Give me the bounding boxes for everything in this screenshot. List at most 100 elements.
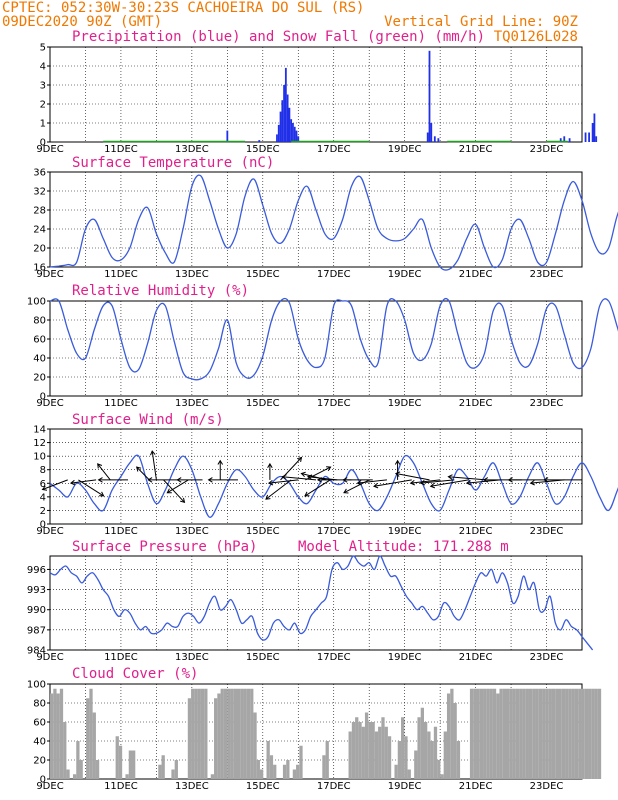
cloud-bar — [384, 726, 388, 779]
rh-ytick-label: 20 — [33, 373, 46, 384]
cloud-bar — [440, 774, 444, 779]
wind-ytick-label: 4 — [40, 492, 46, 503]
temp-ytick-label: 32 — [33, 187, 46, 198]
wind-vector — [304, 479, 331, 497]
rh-series-line — [49, 297, 618, 381]
cloud-bar — [574, 688, 579, 779]
cloud-bar — [56, 693, 60, 779]
wind-vector — [163, 479, 185, 503]
cloud-bar — [594, 688, 598, 779]
temp-xtick-label: 9DEC — [36, 269, 63, 280]
wind-vector-head — [342, 477, 348, 483]
cloud-xtick-label: 13DEC — [175, 781, 209, 792]
rh-xtick-label: 21DEC — [459, 398, 493, 409]
press-series-line — [49, 555, 594, 651]
cloud-bar — [548, 688, 552, 779]
cloud-ytick-label: 80 — [33, 699, 46, 710]
wind-vector-head — [166, 488, 172, 494]
cloud-bar — [348, 731, 352, 779]
precip-bar — [437, 138, 440, 142]
precip-xtick-label: 19DEC — [388, 144, 422, 155]
cloud-bar — [253, 712, 257, 779]
wind-vector — [410, 479, 441, 484]
wind-vector-head — [326, 466, 332, 472]
precip-xtick-label: 9DEC — [36, 144, 63, 155]
wind-vector-head — [147, 477, 153, 483]
cloud-bar — [66, 769, 70, 779]
cloud-bar — [364, 712, 369, 779]
wind-vector — [78, 479, 104, 497]
cloud-bar — [246, 688, 251, 779]
precip-xtick-label: 15DEC — [246, 144, 280, 155]
cloud-bar — [250, 688, 254, 779]
cloud-bar — [214, 698, 218, 779]
cloud-xtick-label: 19DEC — [388, 781, 422, 792]
cloud-bar — [89, 688, 93, 779]
cloud-xtick-label: 21DEC — [459, 781, 493, 792]
cloud-bar — [95, 760, 100, 779]
precip-bar — [295, 130, 298, 142]
temp-xtick-label: 19DEC — [388, 269, 422, 280]
cloud-bar — [355, 717, 359, 779]
cloud-bar — [597, 688, 602, 779]
rh-xtick-label: 13DEC — [175, 398, 209, 409]
cloud-bar — [204, 688, 208, 779]
press-xtick-label: 19DEC — [388, 652, 422, 663]
cloud-bar — [171, 769, 175, 779]
cloud-ytick-label: 40 — [33, 737, 46, 748]
precip-bar — [258, 140, 261, 142]
cloud-bar — [158, 764, 162, 779]
wind-vector-head — [297, 456, 303, 463]
precip-xtick-label: 17DEC — [317, 144, 351, 155]
cloud-bar — [187, 698, 192, 779]
cloud-bar — [499, 688, 503, 779]
cloud-bar — [325, 741, 329, 779]
cloud-bar — [401, 717, 405, 779]
precip-ytick-label: 4 — [40, 62, 46, 73]
cloud-bar — [414, 750, 418, 779]
rh-title: Relative Humidity (%) — [72, 283, 249, 299]
temp-frame — [49, 171, 583, 268]
cloud-ytick-label: 60 — [33, 718, 46, 729]
wind-vector — [136, 466, 150, 481]
cloud-bar — [282, 764, 287, 779]
cloud-bar — [371, 722, 375, 779]
cloud-bar — [538, 688, 543, 779]
wind-vector-head — [543, 477, 549, 483]
cloud-bar — [256, 760, 260, 779]
precip-xtick-label: 21DEC — [459, 144, 493, 155]
wind-ytick-label: 12 — [33, 438, 46, 449]
precip-bar — [293, 126, 296, 142]
wind-xtick-label: 21DEC — [459, 526, 493, 537]
cloud-bar — [522, 688, 526, 779]
wind-frame — [49, 428, 583, 525]
wind-vector-head — [281, 474, 287, 480]
cloud-bar — [125, 774, 129, 779]
rh-ytick-label: 80 — [33, 316, 46, 327]
press-ytick-label: 987 — [27, 625, 46, 636]
cloud-bar — [397, 741, 402, 779]
wind-vector-head — [176, 477, 182, 483]
wind-vector — [282, 476, 317, 481]
wind-vector-head — [465, 480, 472, 486]
cloud-bar — [191, 688, 195, 779]
cloud-bar — [230, 688, 234, 779]
cloud-bar — [322, 755, 326, 779]
temp-xtick-label: 17DEC — [317, 269, 351, 280]
precip-ytick-label: 3 — [40, 81, 46, 92]
cloud-bar — [407, 769, 411, 779]
wind-vector-head — [394, 471, 401, 477]
wind-vector-head — [69, 479, 76, 486]
cloud-bar — [286, 760, 290, 779]
cloud-bar — [568, 688, 572, 779]
cloud-bar — [443, 731, 447, 779]
header-location: CPTEC: 052:30W-30:23S CACHOEIRA DO SUL (… — [2, 0, 364, 16]
precip-bar — [559, 138, 562, 142]
temp-ytick-label: 28 — [33, 206, 46, 217]
wind-vector-head — [267, 462, 273, 468]
cloud-bar — [423, 722, 428, 779]
wind-vector — [97, 463, 111, 481]
cloud-bar — [545, 688, 549, 779]
wind-vector — [395, 473, 430, 481]
cloud-bar — [528, 688, 533, 779]
